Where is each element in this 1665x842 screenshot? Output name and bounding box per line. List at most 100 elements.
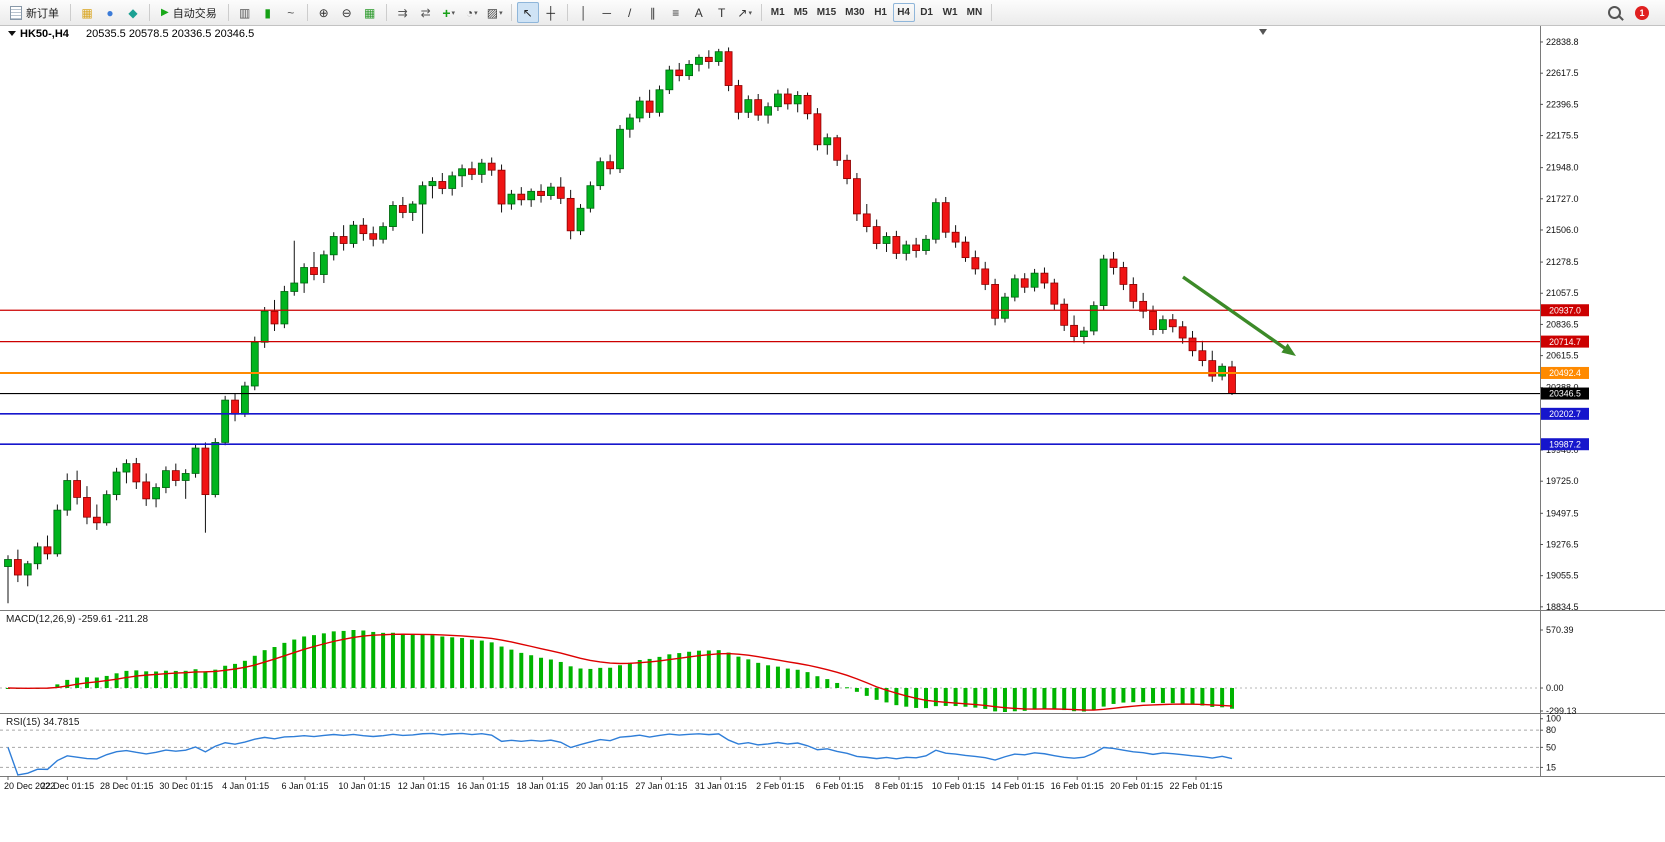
price-tick-label: 22396.5 xyxy=(1546,99,1579,109)
macd-histogram-bar xyxy=(726,652,731,688)
text-button[interactable]: A xyxy=(688,2,710,23)
price-badge-label: 20346.5 xyxy=(1549,389,1581,399)
macd-histogram-bar xyxy=(1002,688,1007,712)
candle-body xyxy=(616,128,624,170)
candle-body xyxy=(122,463,131,473)
candle-body xyxy=(991,284,999,319)
horizontal-line-button[interactable]: ─ xyxy=(596,2,618,23)
indicators-button[interactable]: + ▾ xyxy=(438,2,460,23)
trendline-button[interactable]: / xyxy=(619,2,641,23)
price-tick-label: 20615.5 xyxy=(1546,351,1579,361)
timeframe-mn-button[interactable]: MN xyxy=(963,3,987,22)
candle-body xyxy=(171,470,180,481)
candle-body xyxy=(882,236,891,244)
trend-arrow-annotation[interactable] xyxy=(1182,275,1290,353)
macd-histogram-bar xyxy=(1091,688,1096,711)
new-order-button[interactable]: 新订单 xyxy=(4,2,65,23)
timeframe-d1-button[interactable]: D1 xyxy=(916,3,938,22)
macd-histogram-bar xyxy=(716,650,721,688)
templates-button[interactable]: ▨ ▾ xyxy=(484,2,506,23)
candle-body xyxy=(468,168,476,175)
price-tick-label: 19725.0 xyxy=(1546,476,1579,486)
cursor-button[interactable]: ↖ xyxy=(516,2,539,23)
search-button[interactable] xyxy=(1603,2,1625,23)
candle-body xyxy=(231,399,239,415)
zoom-out-button[interactable]: ⊖ xyxy=(336,2,358,23)
candle-body xyxy=(319,254,328,275)
dropdown-arrow-icon: ▾ xyxy=(499,9,503,17)
macd-histogram-bar xyxy=(1072,688,1077,712)
fibonacci-button[interactable]: ≡ xyxy=(665,2,687,23)
time-tick-label: 28 Dec 01:15 xyxy=(100,781,154,791)
macd-histogram-bar xyxy=(519,652,524,688)
candle-body xyxy=(349,224,358,244)
time-tick-label: 10 Feb 01:15 xyxy=(932,781,985,791)
candle-body xyxy=(793,95,802,105)
macd-histogram-bar xyxy=(687,651,692,688)
macd-histogram-bar xyxy=(647,658,652,688)
line-chart-button[interactable]: ~ xyxy=(280,2,302,23)
data-window-button[interactable]: ● xyxy=(99,2,121,23)
macd-histogram-bar xyxy=(193,669,198,688)
equidistant-channel-button[interactable]: ∥ xyxy=(642,2,664,23)
candle-body xyxy=(1070,324,1078,338)
vertical-line-button[interactable]: │ xyxy=(573,2,595,23)
macd-histogram-bar xyxy=(499,646,504,688)
rsi-tick-label: 50 xyxy=(1546,742,1556,752)
timeframe-h4-button[interactable]: H4 xyxy=(893,3,915,22)
macd-histogram-bar xyxy=(578,668,583,688)
periods-button[interactable]: ◔ ▾ xyxy=(461,2,483,23)
bar-chart-icon: ▥ xyxy=(239,5,251,20)
candle-body xyxy=(448,175,457,189)
crosshair-icon: ┼ xyxy=(546,5,555,20)
label-button[interactable]: T xyxy=(711,2,733,23)
candles-layer xyxy=(4,47,1236,604)
zoom-in-button[interactable]: ⊕ xyxy=(313,2,335,23)
macd-histogram-bar xyxy=(282,642,287,688)
timeframe-w1-button[interactable]: W1 xyxy=(939,3,962,22)
macd-histogram-bar xyxy=(924,688,928,709)
candle-body xyxy=(241,385,249,415)
auto-scroll-button[interactable]: ⇉ xyxy=(392,2,414,23)
macd-histogram-bar xyxy=(706,650,711,688)
notifications-button[interactable]: 1 xyxy=(1631,2,1653,23)
macd-histogram-bar xyxy=(904,688,909,707)
price-badge xyxy=(1541,304,1589,317)
candle-body xyxy=(1228,366,1236,394)
arrows-button[interactable]: ↗ ▾ xyxy=(734,2,756,23)
macd-histogram-bar xyxy=(430,635,435,688)
macd-histogram-bar xyxy=(460,638,465,688)
chart-shift-marker xyxy=(1259,29,1267,35)
price-tick-label: 20836.5 xyxy=(1546,319,1579,329)
templates-icon: ▨ xyxy=(486,5,499,20)
candle-body xyxy=(398,205,407,213)
candle-body xyxy=(221,399,230,443)
macd-histogram-bar xyxy=(529,655,534,688)
timeframe-m15-button[interactable]: M15 xyxy=(813,3,840,22)
price-tick-label: 19276.5 xyxy=(1546,539,1579,549)
timeframe-m1-button[interactable]: M1 xyxy=(767,3,789,22)
market-watch-button[interactable]: ▦ xyxy=(76,2,98,23)
candlestick-chart-button[interactable]: ▮ xyxy=(257,2,279,23)
candle-body xyxy=(477,162,486,175)
dropdown-arrow-icon: ▾ xyxy=(748,9,752,17)
candle-body xyxy=(201,447,210,496)
symbol-dropdown-icon[interactable] xyxy=(8,31,16,36)
algo-trading-button[interactable]: ▶ 自动交易 xyxy=(155,2,223,23)
tile-windows-button[interactable]: ▦ xyxy=(359,2,381,23)
bar-chart-button[interactable]: ▥ xyxy=(234,2,256,23)
timeframe-m5-button[interactable]: M5 xyxy=(790,3,812,22)
candle-body xyxy=(1168,319,1177,328)
timeframe-h1-button[interactable]: H1 xyxy=(870,3,892,22)
candle-body xyxy=(714,51,723,62)
algo-trading-play-icon: ▶ xyxy=(161,7,169,18)
navigator-button[interactable]: ◆ xyxy=(122,2,144,23)
timeframe-m30-button[interactable]: M30 xyxy=(841,3,868,22)
vertical-line-icon: │ xyxy=(579,5,588,20)
chart-shift-button[interactable]: ⇄ xyxy=(415,2,437,23)
candle-body xyxy=(1089,305,1098,332)
crosshair-button[interactable]: ┼ xyxy=(540,2,562,23)
candle-body xyxy=(152,487,160,500)
